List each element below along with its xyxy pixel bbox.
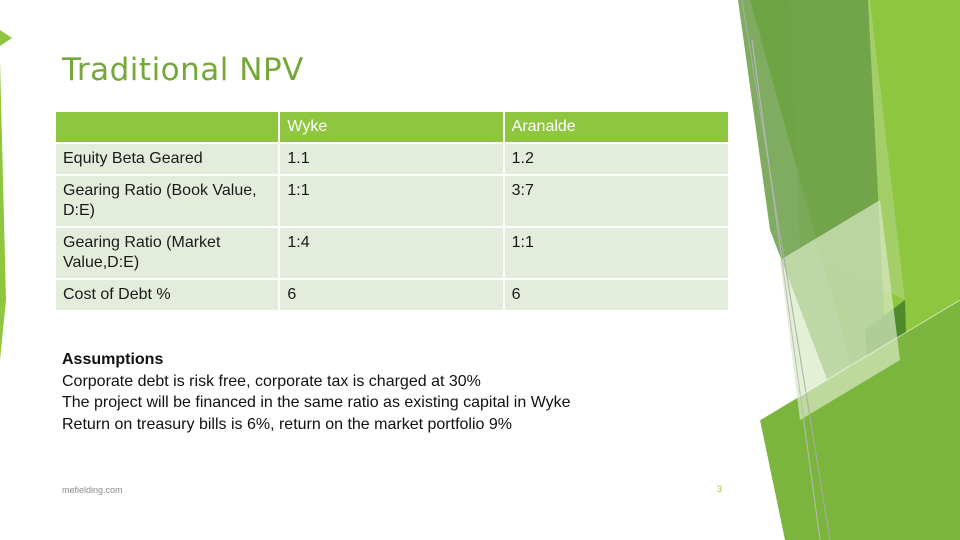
thin-line-1 — [741, 0, 831, 540]
table-header-row: Wyke Aranalde — [53, 110, 731, 144]
cell-wyke: 1.1 — [278, 142, 505, 176]
assumption-line: Corporate debt is risk free, corporate t… — [62, 372, 481, 390]
right-lower-band — [760, 300, 960, 540]
assumptions-block: Assumptions Corporate debt is risk free,… — [62, 349, 571, 435]
assumptions-heading: Assumptions — [62, 351, 164, 368]
assumption-line: Return on treasury bills is 6%, return o… — [62, 415, 512, 433]
cell-aranalde: 3:7 — [502, 174, 731, 228]
page-number: 3 — [717, 484, 723, 494]
row-label: Cost of Debt % — [53, 278, 281, 312]
cell-wyke: 1:1 — [278, 174, 505, 228]
cell-aranalde: 6 — [502, 278, 731, 312]
left-edge-strip — [0, 60, 6, 360]
right-pale-band — [780, 200, 900, 420]
table-row: Gearing Ratio (Book Value, D:E) 1:1 3:7 — [53, 174, 731, 228]
table-row: Cost of Debt % 6 6 — [53, 278, 731, 312]
thin-line-3 — [759, 299, 960, 421]
assumption-line: The project will be financed in the same… — [62, 394, 571, 411]
cell-wyke: 6 — [278, 278, 505, 312]
header-cell-empty — [53, 110, 281, 144]
row-label: Equity Beta Geared — [53, 142, 281, 176]
cell-aranalde: 1:1 — [502, 226, 731, 280]
table-row: Gearing Ratio (Market Value,D:E) 1:4 1:1 — [53, 226, 731, 280]
header-cell-wyke: Wyke — [278, 110, 505, 144]
table-row: Equity Beta Geared 1.1 1.2 — [53, 142, 731, 176]
cell-aranalde: 1.2 — [502, 142, 731, 176]
thin-line-2 — [751, 39, 821, 540]
comparison-table: Wyke Aranalde Equity Beta Geared 1.1 1.2… — [53, 110, 731, 312]
cell-wyke: 1:4 — [278, 226, 505, 280]
left-accent-triangle — [0, 30, 12, 46]
header-cell-aranalde: Aranalde — [502, 110, 731, 144]
slide-title: Traditional NPV — [62, 52, 304, 88]
row-label: Gearing Ratio (Market Value,D:E) — [53, 226, 281, 280]
footer-website: mefielding.com — [62, 485, 123, 495]
row-label: Gearing Ratio (Book Value, D:E) — [53, 174, 281, 228]
